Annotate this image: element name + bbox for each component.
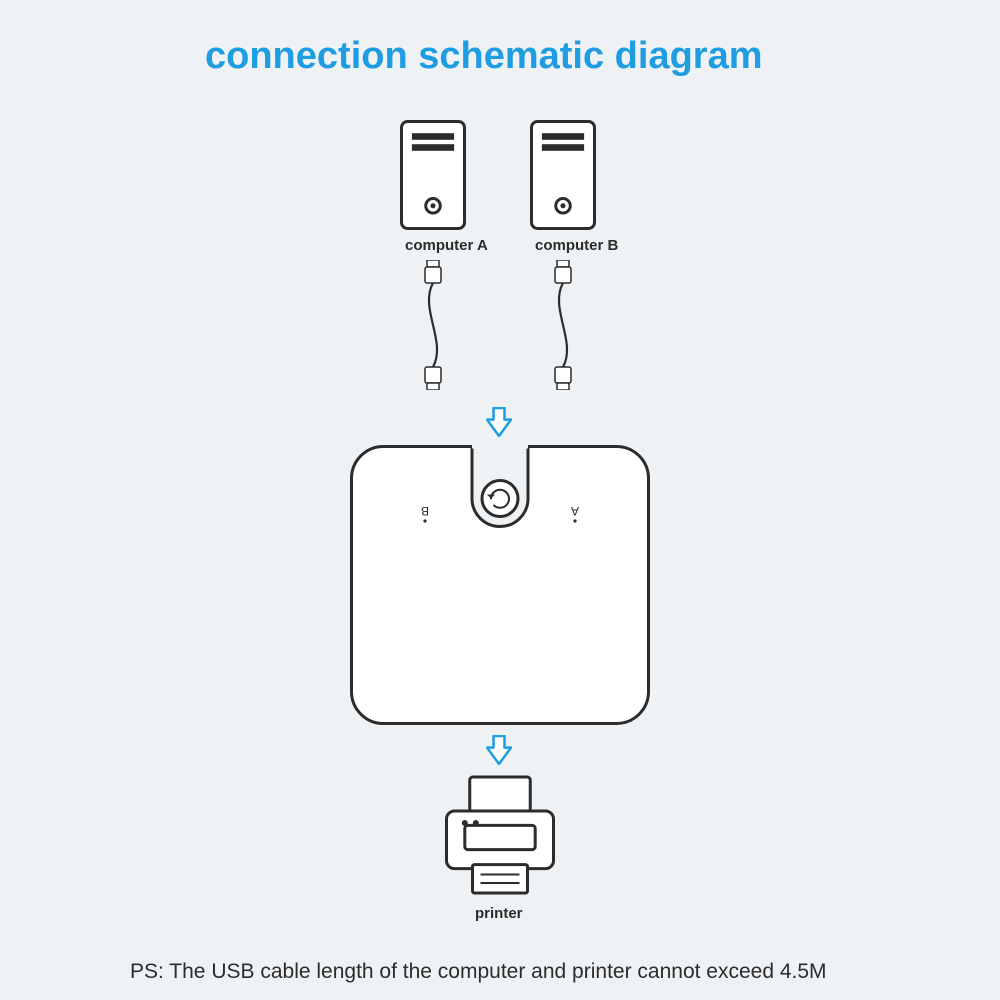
computer-b-label: computer B [535, 237, 618, 254]
printer-icon [445, 775, 555, 895]
arrow-down-in-icon [486, 407, 512, 437]
arrow-down-out-icon [486, 735, 512, 765]
svg-text:A: A [571, 504, 579, 518]
computer-b-icon [530, 120, 596, 230]
usb-cable-b-icon [553, 260, 573, 390]
usb-cable-a-icon [423, 260, 443, 390]
computer-a-label: computer A [405, 237, 488, 254]
printer-label: printer [475, 905, 523, 922]
usb-switch-icon: B A [350, 445, 650, 725]
computer-a-icon [400, 120, 466, 230]
svg-text:B: B [421, 504, 429, 518]
footnote-text: PS: The USB cable length of the computer… [130, 960, 827, 984]
diagram-title: connection schematic diagram [205, 35, 763, 78]
